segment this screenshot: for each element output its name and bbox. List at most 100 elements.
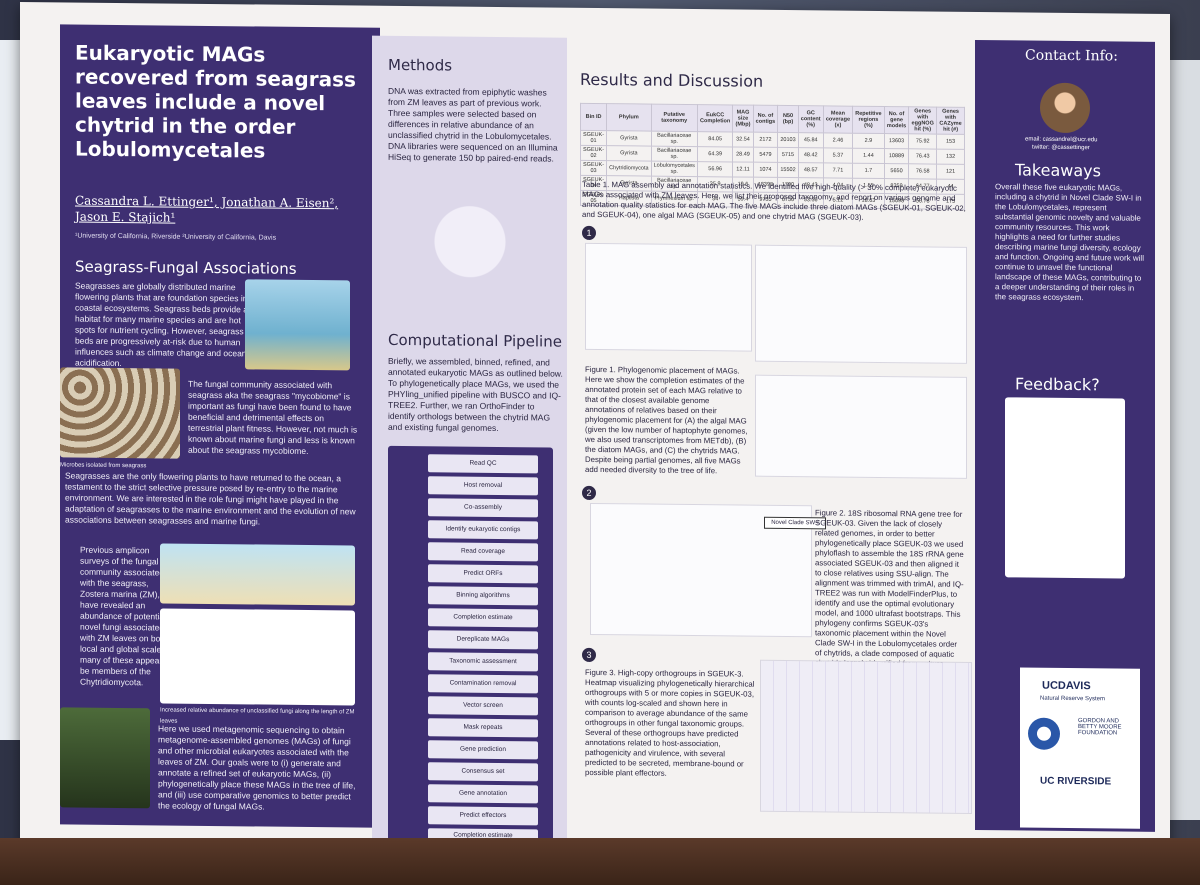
table-cell: SGEUK-03 xyxy=(580,160,607,176)
table-cell: Chytridiomycota xyxy=(606,160,652,177)
seagrass-paragraph-3: Seagrasses are the only flowering plants… xyxy=(65,470,356,527)
table-header: Genes with CAZyme hit (#) xyxy=(936,107,965,135)
seagrass-paragraph-1: Seagrasses are globally distributed mari… xyxy=(75,280,248,369)
table-cell: 28.49 xyxy=(732,146,754,163)
table-header: No. of gene models xyxy=(884,106,909,134)
table-header: N50 (bp) xyxy=(777,105,799,133)
fig1-panel-b xyxy=(755,244,967,364)
table-cell: 84.05 xyxy=(697,131,733,147)
step-consensus-set: Consensus set xyxy=(428,762,538,782)
pipeline-flowchart: Read QC Host removal Co-assembly Identif… xyxy=(388,445,553,848)
fig3-heatmap xyxy=(760,659,972,814)
research-poster: Eukaryotic MAGs recovered from seagrass … xyxy=(20,1,1170,865)
table-cell: Gyrista xyxy=(606,145,652,162)
step-host-removal: Host removal xyxy=(428,476,538,496)
table-cell: 1.7 xyxy=(852,163,885,179)
table-cell: 48.42 xyxy=(798,147,824,163)
table-cell: 45.84 xyxy=(798,132,824,148)
methods-text: DNA was extracted from epiphytic washes … xyxy=(388,85,558,164)
table-cell: 13603 xyxy=(884,133,909,149)
table-cell: 32.54 xyxy=(732,131,754,148)
feedback-card xyxy=(1005,397,1125,579)
moore-logo: GORDON AND BETTY MOORE FOUNDATION xyxy=(1078,718,1122,737)
abundance-bar-chart xyxy=(160,608,355,706)
section-heading-seagrass: Seagrass-Fungal Associations xyxy=(75,257,297,278)
poster-title: Eukaryotic MAGs recovered from seagrass … xyxy=(75,40,356,163)
table-cell: 2.46 xyxy=(823,132,853,149)
table-cell: 48.57 xyxy=(798,162,824,178)
contact-heading: Contact Info: xyxy=(1025,47,1118,65)
figure-1-marker: 1 xyxy=(582,225,596,241)
table-cell: 10889 xyxy=(884,148,909,164)
table-cell: 132 xyxy=(936,149,965,165)
table-cell: 5479 xyxy=(753,147,778,163)
table-cell: SGEUK-01 xyxy=(580,130,607,146)
table-header: EukCC Completion xyxy=(697,104,733,132)
table-header: Genes with eggNOG hit (%) xyxy=(908,106,937,135)
table-cell: 5715 xyxy=(777,147,799,163)
table-cell: 153 xyxy=(936,134,965,150)
table-cell: 76.43 xyxy=(908,148,937,165)
step-predict-orfs: Predict ORFs xyxy=(428,564,538,584)
figure-3-marker: 3 xyxy=(582,647,596,663)
table-cell: 64.39 xyxy=(697,146,733,162)
figure3-caption: Figure 3. High-copy orthogroups in SGEUK… xyxy=(585,667,755,778)
table-cell: 5.37 xyxy=(823,147,853,164)
figure1-caption: Figure 1. Phylogenomic placement of MAGs… xyxy=(585,364,748,476)
table-header: Repetitive regions (%) xyxy=(852,106,885,134)
table-cell: 1.44 xyxy=(852,148,885,164)
step-gene-prediction: Gene prediction xyxy=(428,740,538,760)
step-gene-annotation: Gene annotation xyxy=(428,784,538,804)
seagrass-paragraph-5: Here we used metagenomic sequencing to o… xyxy=(158,723,356,812)
table-cell: 2.9 xyxy=(852,133,885,149)
table-cell: 5650 xyxy=(884,163,909,179)
table-header: Putative taxonomy xyxy=(651,104,698,132)
table-header: GC content (%) xyxy=(798,105,824,133)
step-contamination: Contamination removal xyxy=(428,674,538,694)
table-cell: 56.96 xyxy=(697,161,733,177)
results-heading: Results and Discussion xyxy=(580,69,764,91)
table-cell: 121 xyxy=(936,164,965,180)
table-cell: Lobulomycetales sp. xyxy=(651,161,698,177)
table-cell: 15502 xyxy=(777,162,799,178)
step-identify-contigs: Identify eukaryotic contigs xyxy=(428,520,538,540)
author-avatar xyxy=(1040,82,1090,134)
step-predict-effectors: Predict effectors xyxy=(428,806,538,826)
table-cell: 1074 xyxy=(753,162,778,178)
table-header: Phylum xyxy=(606,103,652,132)
methods-cycle-diagram xyxy=(395,165,550,318)
ucdavis-logo: UCDAVIS xyxy=(1042,679,1091,693)
table-header: Mean coverage (x) xyxy=(823,105,853,134)
step-vector-screen: Vector screen xyxy=(428,696,538,716)
sponsor-logos: UCDAVIS Natural Reserve System GORDON AN… xyxy=(1020,667,1140,829)
table-cell: Gyrista xyxy=(606,130,652,147)
pipeline-heading: Computational Pipeline xyxy=(388,330,562,351)
table1-caption: Table 1. MAG assembly and annotation sta… xyxy=(582,179,966,222)
step-read-qc: Read QC xyxy=(428,454,538,474)
microbes-photo xyxy=(60,367,180,459)
pipeline-text: Briefly, we assembled, binned, refined, … xyxy=(388,355,563,433)
table-cell: SGEUK-02 xyxy=(580,145,607,161)
reserve-logo: Natural Reserve System xyxy=(1040,695,1106,703)
contact-twitter: twitter: @cassettinger xyxy=(1032,144,1090,152)
table-header-row: Bin ID Phylum Putative taxonomy EukCC Co… xyxy=(580,103,965,135)
step-completion-estimate: Completion estimate xyxy=(428,608,538,628)
fig1-panel-a xyxy=(585,242,752,352)
takeaways-heading: Takeaways xyxy=(1015,160,1101,181)
table-cell: Bacillariaceae sp. xyxy=(651,131,698,147)
evolution-diagram xyxy=(160,543,355,606)
table-cell: 75.92 xyxy=(908,133,937,150)
step-co-assembly: Co-assembly xyxy=(428,498,538,518)
table-edge xyxy=(0,838,1200,885)
nsf-logo-icon xyxy=(1028,717,1060,750)
step-dereplicate: Dereplicate MAGs xyxy=(428,630,538,650)
table-cell: Bacillariaceae sp. xyxy=(651,146,698,162)
poster-authors: Cassandra L. Ettinger¹, Jonathan A. Eise… xyxy=(75,193,339,225)
seagrass-paragraph-2: The fungal community associated with sea… xyxy=(188,378,358,456)
table-cell: 7.71 xyxy=(823,162,853,179)
table-cell: 76.58 xyxy=(908,163,937,180)
table-header: No. of contigs xyxy=(753,105,778,133)
step-binning: Binning algorithms xyxy=(428,586,538,606)
step-mask-repeats: Mask repeats xyxy=(428,718,538,738)
contact-email: email: cassandrel@ucr.edu xyxy=(1025,136,1098,144)
